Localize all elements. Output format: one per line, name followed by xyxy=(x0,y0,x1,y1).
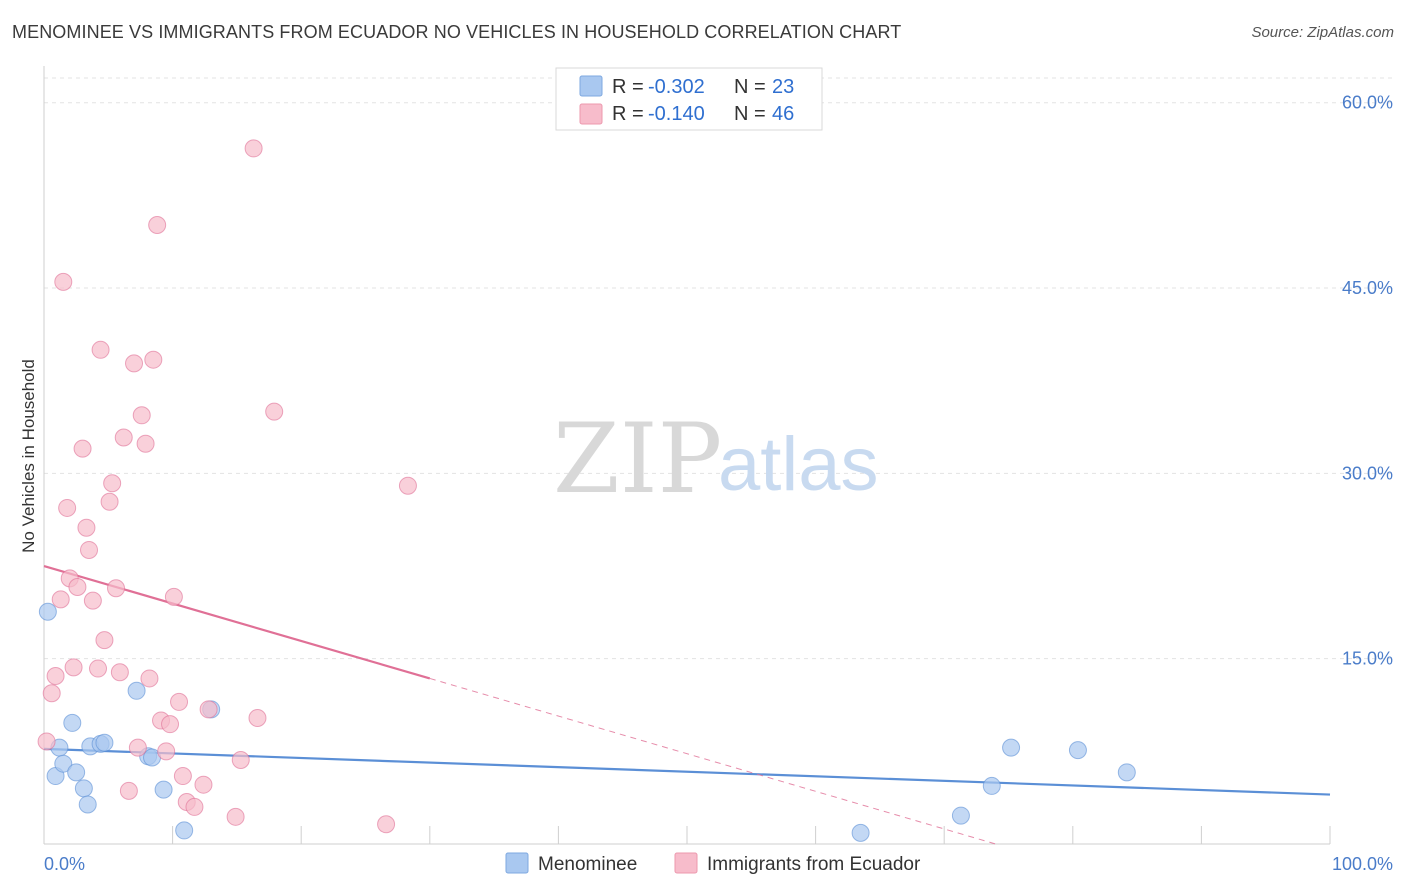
legend-r-value-1: -0.302 xyxy=(648,76,705,98)
point-ecuador-45 xyxy=(398,476,417,495)
data-points xyxy=(37,139,1136,842)
point-ecuador-22 xyxy=(125,354,144,373)
point-ecuador-4 xyxy=(54,272,73,291)
bottom-legend-label-menominee: Menominee xyxy=(538,854,637,875)
point-ecuador-34 xyxy=(173,767,192,786)
point-ecuador-36 xyxy=(185,797,204,816)
point-ecuador-15 xyxy=(95,631,114,650)
point-ecuador-12 xyxy=(83,591,102,610)
point-ecuador-40 xyxy=(231,750,250,769)
trendline-menominee xyxy=(43,747,1331,796)
point-menominee-20 xyxy=(1068,741,1087,760)
point-ecuador-37 xyxy=(194,775,213,794)
point-menominee-0 xyxy=(38,602,57,621)
watermark: ZIP atlas xyxy=(553,403,879,515)
legend-n-value-2: 46 xyxy=(772,103,794,125)
point-ecuador-30 xyxy=(157,742,176,761)
point-ecuador-0 xyxy=(37,732,56,751)
point-menominee-11 xyxy=(127,681,146,700)
point-ecuador-20 xyxy=(114,428,133,447)
point-ecuador-17 xyxy=(103,474,122,493)
point-ecuador-16 xyxy=(100,492,119,511)
point-ecuador-11 xyxy=(80,540,99,559)
point-ecuador-1 xyxy=(42,684,61,703)
point-ecuador-5 xyxy=(58,498,77,517)
point-menominee-19 xyxy=(1002,738,1021,757)
point-ecuador-19 xyxy=(110,663,129,682)
point-ecuador-42 xyxy=(248,708,267,727)
point-menominee-5 xyxy=(67,763,86,782)
legend-r-value-2: -0.140 xyxy=(648,103,705,125)
point-ecuador-44 xyxy=(377,815,396,834)
legend: R = -0.302 N = 23 R = -0.140 N = 46 xyxy=(555,67,823,131)
y-tick-labels: 15.0% 30.0% 45.0% 60.0% xyxy=(1342,93,1393,669)
point-ecuador-13 xyxy=(89,659,108,678)
point-ecuador-9 xyxy=(73,439,92,458)
point-ecuador-33 xyxy=(170,692,189,711)
point-ecuador-41 xyxy=(244,139,263,158)
point-menominee-7 xyxy=(78,795,97,814)
trendline-extension-ecuador xyxy=(429,677,996,845)
point-ecuador-26 xyxy=(140,669,159,688)
trendlines xyxy=(43,564,1331,845)
point-menominee-10 xyxy=(95,733,114,752)
point-ecuador-38 xyxy=(199,700,218,719)
point-ecuador-7 xyxy=(64,658,83,677)
point-menominee-14 xyxy=(154,780,173,799)
watermark-atlas: atlas xyxy=(718,422,879,507)
point-ecuador-21 xyxy=(119,781,138,800)
y-tick-label-1: 30.0% xyxy=(1342,463,1393,483)
point-ecuador-27 xyxy=(144,350,163,369)
legend-n-value-1: 23 xyxy=(772,76,794,98)
point-ecuador-10 xyxy=(77,518,96,537)
point-ecuador-3 xyxy=(51,590,70,609)
point-ecuador-31 xyxy=(161,715,180,734)
source-credit: Source: ZipAtlas.com xyxy=(1251,24,1394,41)
axes xyxy=(43,66,1331,845)
point-menominee-4 xyxy=(63,713,82,732)
x-tick-labels: 0.0% 100.0% xyxy=(44,854,1393,874)
legend-swatch-menominee xyxy=(579,75,603,97)
chart-title: MENOMINEE VS IMMIGRANTS FROM ECUADOR NO … xyxy=(12,22,902,42)
y-tick-label-3: 60.0% xyxy=(1342,93,1393,113)
gridlines xyxy=(44,77,1392,660)
point-menominee-6 xyxy=(74,779,93,798)
point-ecuador-18 xyxy=(107,579,126,598)
bottom-legend: Menominee Immigrants from Ecuador xyxy=(505,852,921,875)
legend-r-label-2: R = xyxy=(612,103,644,125)
bottom-legend-swatch-ecuador xyxy=(674,852,698,874)
bottom-legend-swatch-menominee xyxy=(505,852,529,874)
point-ecuador-24 xyxy=(132,406,151,425)
point-ecuador-8 xyxy=(68,578,87,597)
point-ecuador-32 xyxy=(164,587,183,606)
point-ecuador-25 xyxy=(136,434,155,453)
y-tick-label-2: 45.0% xyxy=(1342,278,1393,298)
point-ecuador-39 xyxy=(226,807,245,826)
point-ecuador-28 xyxy=(148,216,167,235)
legend-r-label-1: R = xyxy=(612,76,644,98)
point-menominee-18 xyxy=(982,776,1001,795)
legend-n-label-1: N = xyxy=(734,76,766,98)
x-tick-label-1: 100.0% xyxy=(1332,854,1393,874)
y-axis-label: No Vehicles in Household xyxy=(19,359,38,553)
point-menominee-3 xyxy=(54,754,73,773)
point-menominee-22 xyxy=(851,823,870,842)
legend-swatch-ecuador xyxy=(579,103,603,125)
point-ecuador-43 xyxy=(265,402,284,421)
point-ecuador-23 xyxy=(128,738,147,757)
point-menominee-17 xyxy=(951,806,970,825)
legend-n-label-2: N = xyxy=(734,103,766,125)
bottom-legend-label-ecuador: Immigrants from Ecuador xyxy=(707,854,921,875)
y-tick-label-0: 15.0% xyxy=(1342,649,1393,669)
point-ecuador-2 xyxy=(46,666,65,685)
watermark-zip: ZIP xyxy=(553,403,722,515)
x-tick-label-0: 0.0% xyxy=(44,854,85,874)
point-menominee-15 xyxy=(175,821,194,840)
point-ecuador-14 xyxy=(91,340,110,359)
point-menominee-21 xyxy=(1117,763,1136,782)
